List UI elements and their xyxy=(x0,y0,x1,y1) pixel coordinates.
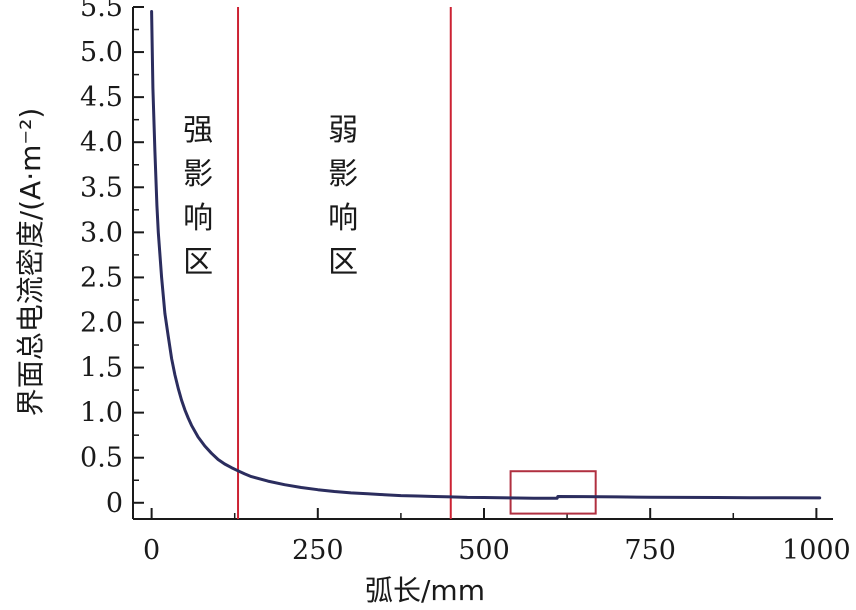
x-tick-label: 500 xyxy=(458,535,510,566)
current-density-line xyxy=(150,10,822,500)
region-label-char: 影 xyxy=(328,157,358,192)
y-tick-label: 3.0 xyxy=(80,217,123,248)
region-label-char: 响 xyxy=(183,201,213,236)
region-label-char: 弱 xyxy=(328,113,358,148)
region-label-char: 区 xyxy=(328,245,358,280)
y-axis-label: 界面总电流密度/(A·m⁻²) xyxy=(14,108,47,417)
highlight-box xyxy=(509,470,597,515)
y-tick-label: 0 xyxy=(106,488,123,519)
y-tick-label: 0.5 xyxy=(80,443,123,474)
region-label-char: 区 xyxy=(183,245,213,280)
x-tick-label: 1000 xyxy=(782,535,851,566)
y-tick-label: 4.0 xyxy=(80,127,123,158)
y-tick-label: 2.5 xyxy=(80,262,123,293)
y-tick-label: 3.5 xyxy=(80,172,123,203)
y-tick-label: 1.0 xyxy=(80,398,123,429)
region-label-char: 响 xyxy=(328,201,358,236)
region-label-char: 影 xyxy=(183,157,213,192)
region-label-char: 强 xyxy=(183,113,213,148)
y-tick-label: 1.5 xyxy=(80,353,123,384)
x-tick-label: 750 xyxy=(624,535,676,566)
y-tick-label: 5.0 xyxy=(80,37,123,68)
y-tick-label: 4.5 xyxy=(80,82,123,113)
y-tick-label: 2.0 xyxy=(80,307,123,338)
y-tick-label: 5.5 xyxy=(80,0,123,23)
x-axis-label: 弧长/mm xyxy=(365,574,485,607)
x-tick-label: 0 xyxy=(143,535,160,566)
x-tick-label: 250 xyxy=(292,535,344,566)
